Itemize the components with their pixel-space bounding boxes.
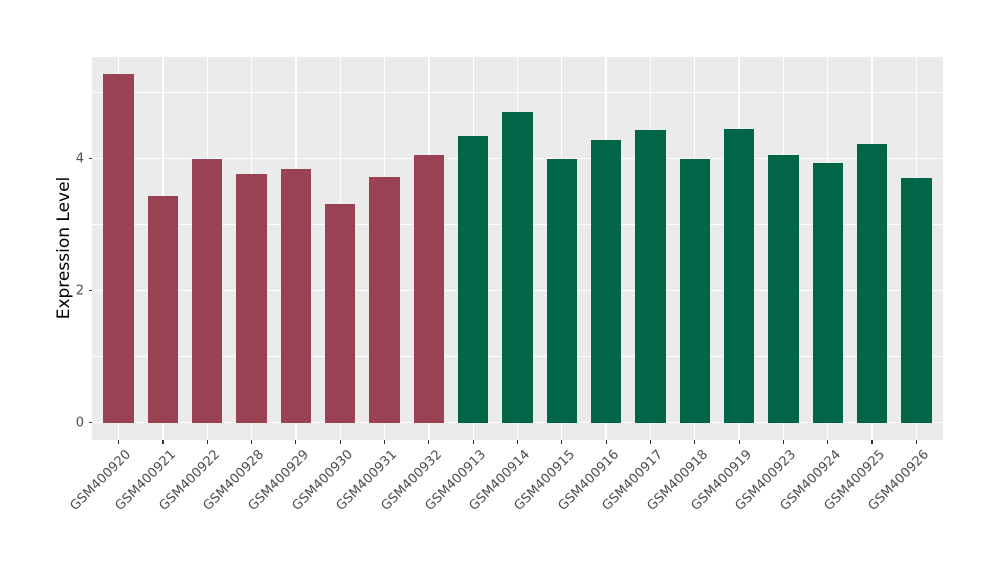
x-tick-mark bbox=[871, 440, 873, 444]
bar-GSM400928 bbox=[236, 173, 267, 423]
x-tick-mark bbox=[694, 440, 696, 444]
x-tick-mark bbox=[605, 440, 607, 444]
bar-GSM400916 bbox=[590, 140, 622, 423]
bar-GSM400925 bbox=[856, 144, 888, 423]
bar-GSM400929 bbox=[280, 168, 312, 423]
x-tick-mark bbox=[782, 440, 785, 444]
x-tick-mark bbox=[428, 440, 430, 444]
y-tick-label: 2 bbox=[75, 283, 84, 299]
bar-GSM400921 bbox=[147, 196, 179, 423]
bar-GSM400913 bbox=[457, 136, 489, 423]
y-tick-label: 4 bbox=[75, 151, 84, 167]
x-tick-mark bbox=[117, 440, 120, 444]
y-axis-title: Expression Level bbox=[54, 176, 74, 320]
y-tick-mark bbox=[88, 290, 92, 292]
bar-GSM400919 bbox=[723, 128, 755, 423]
x-tick-mark bbox=[738, 440, 740, 444]
bar-GSM400922 bbox=[191, 159, 223, 423]
bar-GSM400924 bbox=[812, 162, 843, 423]
x-tick-mark bbox=[472, 440, 474, 444]
bar-GSM400931 bbox=[369, 176, 400, 423]
plot-area bbox=[92, 57, 943, 440]
x-tick-mark bbox=[649, 440, 652, 444]
bar-GSM400930 bbox=[324, 203, 356, 423]
x-tick-mark bbox=[206, 440, 208, 444]
x-tick-mark bbox=[915, 440, 917, 444]
bar-GSM400923 bbox=[768, 155, 799, 423]
y-tick-mark bbox=[88, 158, 92, 160]
bar-GSM400926 bbox=[901, 177, 932, 423]
x-tick-mark bbox=[827, 440, 829, 444]
bar-GSM400932 bbox=[413, 155, 445, 423]
x-tick-mark bbox=[162, 440, 164, 444]
bar-GSM400914 bbox=[502, 112, 533, 423]
bar-GSM400917 bbox=[635, 129, 666, 423]
x-tick-mark bbox=[295, 440, 297, 444]
x-tick-mark bbox=[383, 440, 386, 444]
x-tick-mark bbox=[339, 440, 341, 444]
bar-GSM400920 bbox=[103, 74, 134, 423]
x-tick-mark bbox=[516, 440, 519, 444]
x-tick-mark bbox=[561, 440, 563, 444]
bar-GSM400918 bbox=[679, 158, 711, 423]
bar-GSM400915 bbox=[546, 158, 578, 423]
y-tick-label: 0 bbox=[75, 415, 84, 431]
x-tick-mark bbox=[250, 440, 253, 444]
y-tick-mark bbox=[88, 422, 92, 424]
